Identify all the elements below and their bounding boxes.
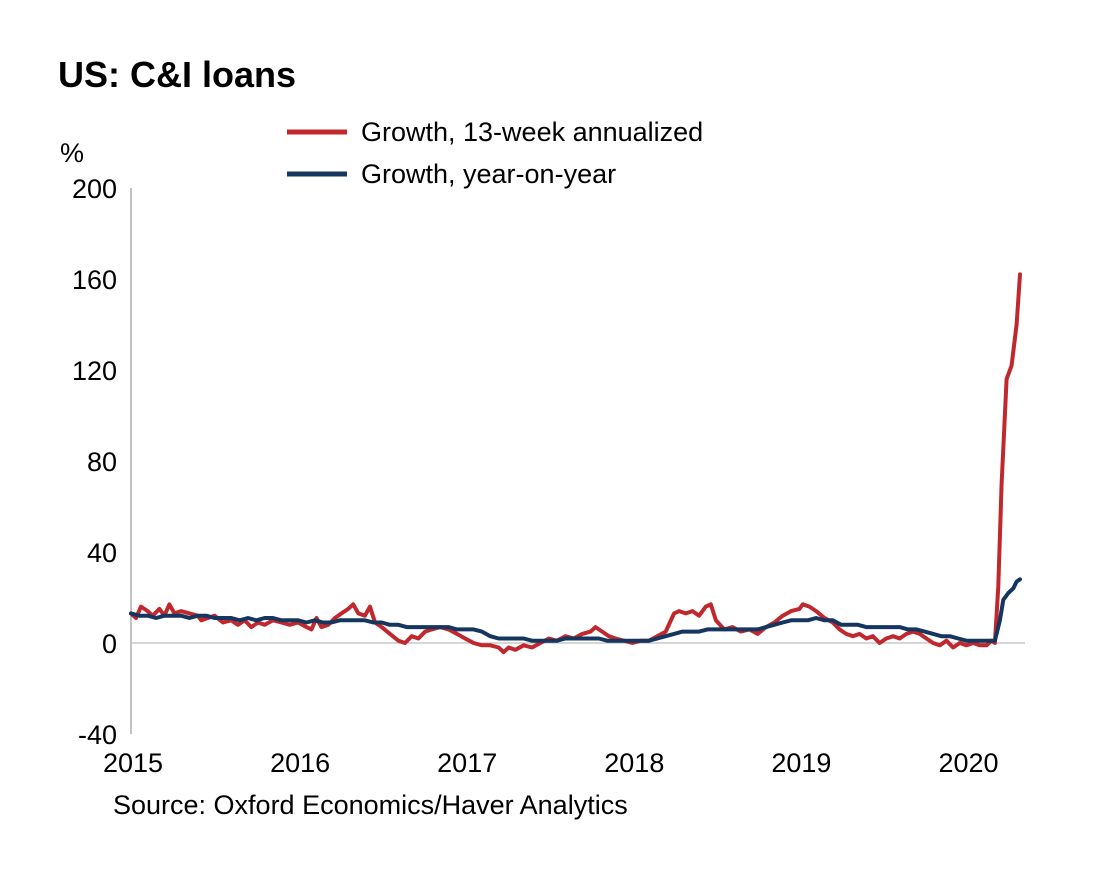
x-tick-label: 2017 xyxy=(437,748,497,778)
x-tick-label: 2020 xyxy=(938,748,998,778)
axes: -40 0 40 80 120 160 200 2015 2016 2017 2018 2019 202… xyxy=(72,174,1025,778)
legend-label: Growth, year-on-year xyxy=(361,159,616,189)
series-line-year-on-year xyxy=(129,577,1022,643)
y-tick-label: 40 xyxy=(87,538,117,568)
x-tick-label: 2016 xyxy=(270,748,330,778)
y-tick-label: 120 xyxy=(72,356,117,386)
x-tick-label: 2018 xyxy=(604,748,664,778)
series-layer xyxy=(129,272,1022,655)
x-tick-label: 2019 xyxy=(771,748,831,778)
y-tick-label: 0 xyxy=(102,629,117,659)
chart: Growth, 13-week annualized Growth, year-o… xyxy=(60,117,1025,778)
chart-title: US: C&I loans xyxy=(58,54,297,95)
legend: Growth, 13-week annualized Growth, year-o… xyxy=(287,117,703,189)
series-line-annualized xyxy=(129,272,1022,655)
x-tick-label: 2015 xyxy=(103,748,163,778)
y-tick-label: -40 xyxy=(78,720,117,750)
legend-label: Growth, 13-week annualized xyxy=(361,117,703,147)
y-axis-unit-label: % xyxy=(60,138,84,168)
y-tick-label: 80 xyxy=(87,447,117,477)
y-tick-label: 200 xyxy=(72,174,117,204)
source-note: Source: Oxford Economics/Haver Analytics xyxy=(113,790,628,820)
y-tick-label: 160 xyxy=(72,265,117,295)
